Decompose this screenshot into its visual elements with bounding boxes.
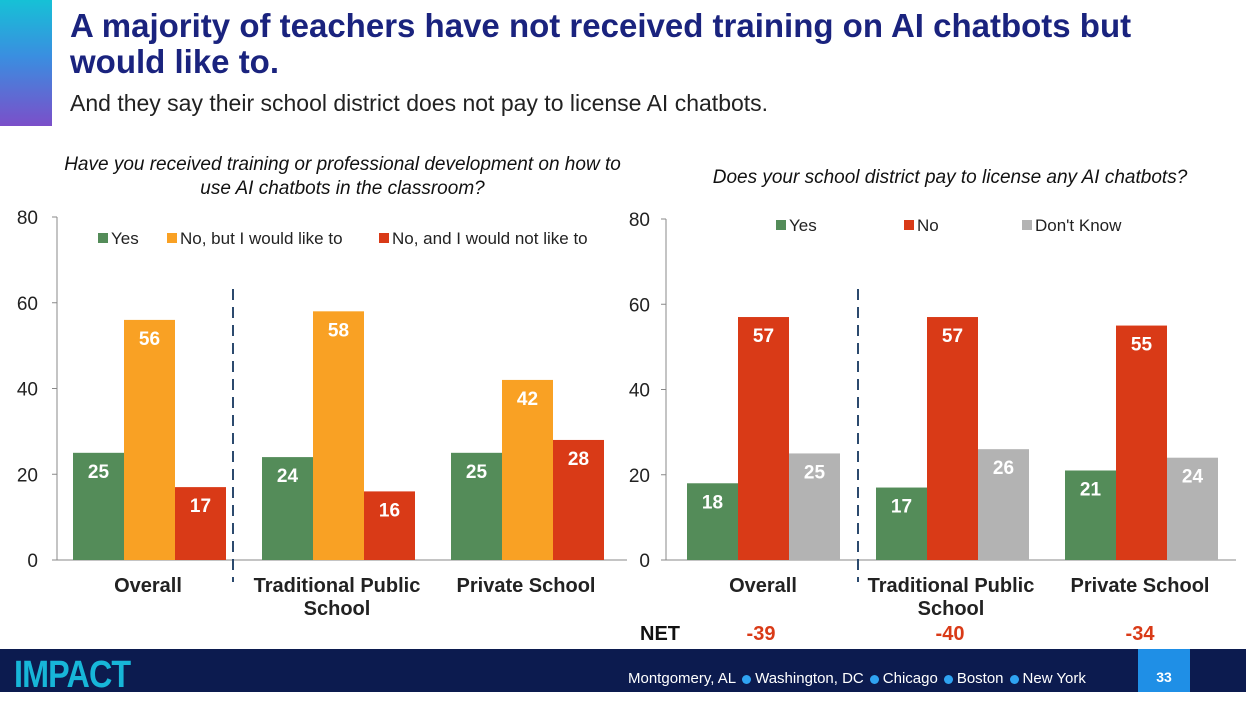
y-tick-label: 80 <box>629 210 650 231</box>
legend-swatch <box>1022 220 1032 230</box>
legend-label: Don't Know <box>1035 216 1122 235</box>
net-value-private: -34 <box>1125 623 1155 645</box>
bar <box>1065 470 1116 560</box>
accent-bar <box>0 0 52 126</box>
y-tick-label: 20 <box>17 465 38 486</box>
data-label: 24 <box>1182 467 1204 488</box>
bar <box>978 449 1029 560</box>
bar <box>687 483 738 560</box>
data-label: 42 <box>517 389 538 410</box>
data-label: 25 <box>804 462 826 483</box>
data-label: 17 <box>891 497 912 518</box>
legend-label: No <box>917 216 939 235</box>
category-label: School <box>304 598 371 620</box>
bar <box>262 457 313 560</box>
data-label: 55 <box>1131 335 1153 356</box>
legend-label: Yes <box>111 229 139 248</box>
data-label: 16 <box>379 500 400 521</box>
data-label: 28 <box>568 449 589 470</box>
y-tick-label: 0 <box>639 551 650 572</box>
bar <box>313 311 364 560</box>
bar <box>738 317 789 560</box>
y-tick-label: 60 <box>17 294 38 315</box>
net-value-traditional: -40 <box>935 623 965 645</box>
bar <box>927 317 978 560</box>
data-label: 18 <box>702 492 723 513</box>
bar <box>124 319 175 560</box>
footer: IMPACT Montgomery, AL Washington, DC Chica… <box>0 649 1246 696</box>
data-label: 17 <box>190 496 211 517</box>
y-tick-label: 60 <box>629 295 650 316</box>
y-tick-label: 20 <box>629 466 650 487</box>
y-tick-label: 40 <box>629 381 650 402</box>
right-chart-question: Does your school district pay to license… <box>712 167 1188 188</box>
data-label: 25 <box>88 462 110 483</box>
charts-canvas: 0 20 40 60 80 25 24 25 56 58 42 17 16 28 Yes No, but I … <box>17 208 1236 620</box>
data-label: 25 <box>466 462 488 483</box>
bar <box>502 379 553 560</box>
legend-label: No, and I would not like to <box>392 229 588 248</box>
bar <box>789 453 840 560</box>
data-label: 24 <box>277 466 299 487</box>
page-number: 33 <box>1138 649 1190 692</box>
category-label: Traditional Public <box>868 575 1035 597</box>
page-subtitle: And they say their school district does … <box>70 90 769 116</box>
net-value-overall: -39 <box>746 623 776 645</box>
bar <box>1116 325 1167 560</box>
category-label: Overall <box>114 575 182 597</box>
bar <box>451 452 502 560</box>
bullet-dot-icon <box>869 674 879 684</box>
city-item: New York <box>1022 670 1086 687</box>
city-list: Montgomery, AL Washington, DC Chicago Bosto… <box>628 670 1086 687</box>
legend-swatch <box>379 233 389 243</box>
bar <box>553 439 604 560</box>
legend-swatch <box>98 233 108 243</box>
bar <box>1167 457 1218 560</box>
y-tick-label: 0 <box>27 551 38 572</box>
legend-swatch <box>904 220 914 230</box>
data-label: 57 <box>942 326 963 347</box>
legend-swatch <box>776 220 786 230</box>
data-label: 21 <box>1080 479 1102 500</box>
left-chart-question: Have you received training or profession… <box>64 154 621 199</box>
data-label: 58 <box>328 320 349 341</box>
category-label: School <box>918 598 985 620</box>
bullet-dot-icon <box>742 674 752 684</box>
impact-logo: IMPACT <box>14 654 131 696</box>
legend-label: No, but I would like to <box>180 229 343 248</box>
legend-label: Yes <box>789 216 817 235</box>
y-tick-label: 80 <box>17 208 38 229</box>
net-label: NET <box>640 623 680 645</box>
data-label: 26 <box>993 458 1014 479</box>
bar <box>364 491 415 560</box>
bullet-dot-icon <box>943 674 953 684</box>
legend-swatch <box>167 233 177 243</box>
city-item: Montgomery, AL <box>628 670 737 687</box>
city-item: Washington, DC <box>755 670 864 687</box>
bar <box>175 487 226 560</box>
category-label: Private School <box>457 575 596 597</box>
page-title: A majority of teachers have not received… <box>70 7 1132 80</box>
bar <box>73 452 124 560</box>
category-label: Private School <box>1071 575 1210 597</box>
bar <box>876 487 927 560</box>
y-tick-label: 40 <box>17 380 38 401</box>
data-label: 56 <box>139 329 160 350</box>
data-label: 57 <box>753 326 774 347</box>
city-item: Chicago <box>882 670 938 687</box>
bullet-dot-icon <box>1009 674 1019 684</box>
category-label: Traditional Public <box>254 575 421 597</box>
city-item: Boston <box>956 670 1004 687</box>
category-label: Overall <box>729 575 797 597</box>
